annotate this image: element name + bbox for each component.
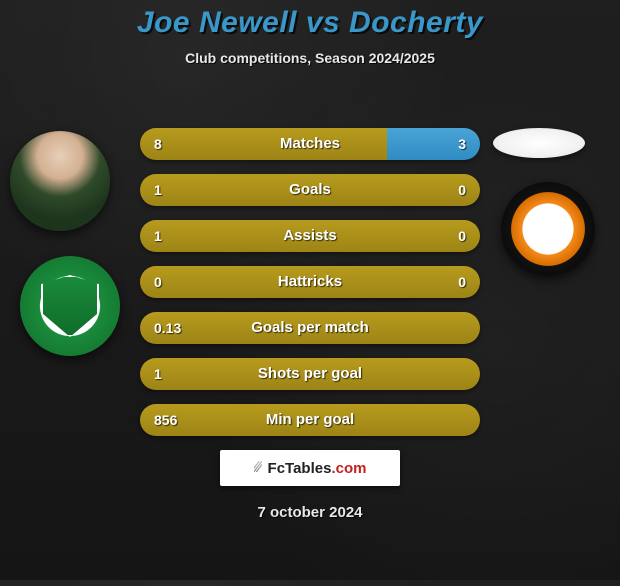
player-left-avatar — [10, 131, 110, 231]
stat-bar-left-fill — [140, 174, 480, 206]
stat-bar-left-fill — [140, 404, 480, 436]
page-title: Joe Newell vs Docherty — [0, 6, 620, 40]
source-badge: ⁄⁄⁄ FcTables.com — [220, 450, 400, 486]
stat-bar-left-fill — [140, 128, 387, 160]
date-label: 7 october 2024 — [0, 504, 620, 521]
subtitle: Club competitions, Season 2024/2025 — [0, 50, 620, 66]
stat-bars: 83Matches 10Goals 10Assists 00Hattricks 0.13… — [140, 128, 480, 450]
chart-icon: ⁄⁄⁄ — [254, 459, 262, 477]
source-text: FcTables.com — [268, 460, 367, 477]
stat-bar-left-fill — [140, 266, 480, 298]
source-tld: .com — [331, 460, 366, 477]
stat-bar: 83Matches — [140, 128, 480, 160]
comparison-card: Joe Newell vs Docherty Club competitions… — [0, 6, 620, 586]
stat-bar-left-fill — [140, 358, 480, 390]
source-brand: FcTables — [268, 460, 332, 477]
stat-bar-right-fill — [387, 128, 481, 160]
stat-bar: 10Goals — [140, 174, 480, 206]
stat-bar: 00Hattricks — [140, 266, 480, 298]
stat-bar: 10Assists — [140, 220, 480, 252]
stat-bar: 856Min per goal — [140, 404, 480, 436]
stat-bar-left-fill — [140, 220, 480, 252]
player-right-avatar — [493, 128, 585, 158]
stat-bar: 0.13Goals per match — [140, 312, 480, 344]
stat-bar: 1Shots per goal — [140, 358, 480, 390]
club-left-crest — [20, 256, 120, 356]
stat-bar-left-fill — [140, 312, 480, 344]
club-right-crest — [501, 182, 595, 276]
